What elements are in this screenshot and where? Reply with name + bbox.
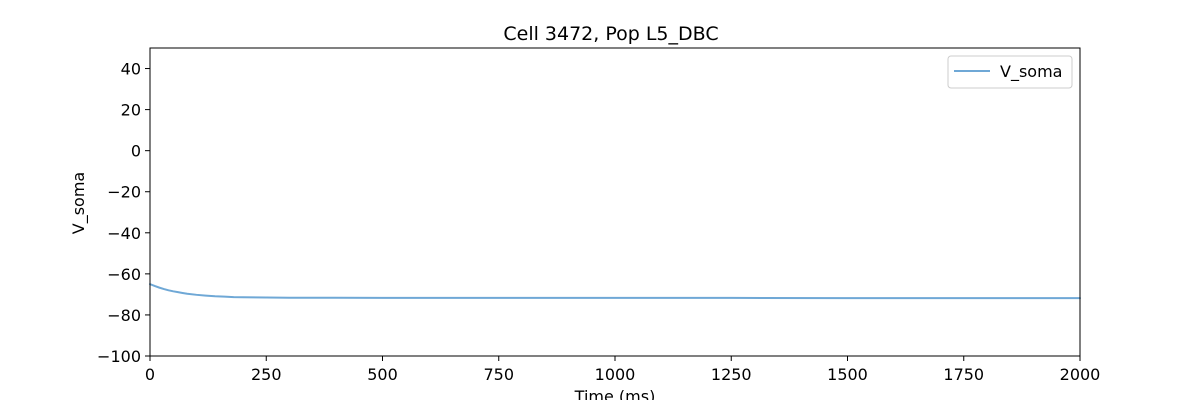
- y-axis-label: V_soma: [69, 172, 89, 234]
- y-tick-label: 40: [121, 60, 141, 79]
- x-tick-label: 250: [251, 365, 282, 384]
- x-tick-label: 1250: [711, 365, 752, 384]
- plot-frame: [149, 47, 1081, 357]
- y-tick-label: 20: [121, 101, 141, 120]
- y-tick-label: −60: [107, 265, 141, 284]
- y-axis: −100 −80 −60 −40 −20 0 20 40: [97, 60, 150, 366]
- y-tick-label: −80: [107, 306, 141, 325]
- legend-label: V_soma: [1000, 62, 1062, 82]
- series-line-0: [149, 283, 1081, 300]
- chart-title: Cell 3472, Pop L5_DBC: [503, 23, 718, 45]
- x-tick-label: 0: [145, 365, 155, 384]
- x-axis: 0 250 500 750 1000 1250 1500 1750 2000: [145, 356, 1100, 384]
- x-tick-label: 1000: [595, 365, 636, 384]
- x-tick-label: 2000: [1060, 365, 1101, 384]
- y-tick-label: −100: [97, 347, 141, 366]
- plot-area: [149, 283, 1081, 300]
- x-tick-label: 750: [483, 365, 514, 384]
- x-tick-label: 1500: [827, 365, 868, 384]
- x-axis-label: Time (ms): [574, 387, 656, 400]
- y-tick-label: 0: [131, 142, 141, 161]
- legend-box: [947, 55, 1073, 89]
- x-tick-label: 500: [367, 365, 398, 384]
- legend: V_soma: [947, 55, 1073, 89]
- x-tick-label: 1750: [943, 365, 984, 384]
- y-tick-label: −20: [107, 183, 141, 202]
- y-tick-label: −40: [107, 224, 141, 243]
